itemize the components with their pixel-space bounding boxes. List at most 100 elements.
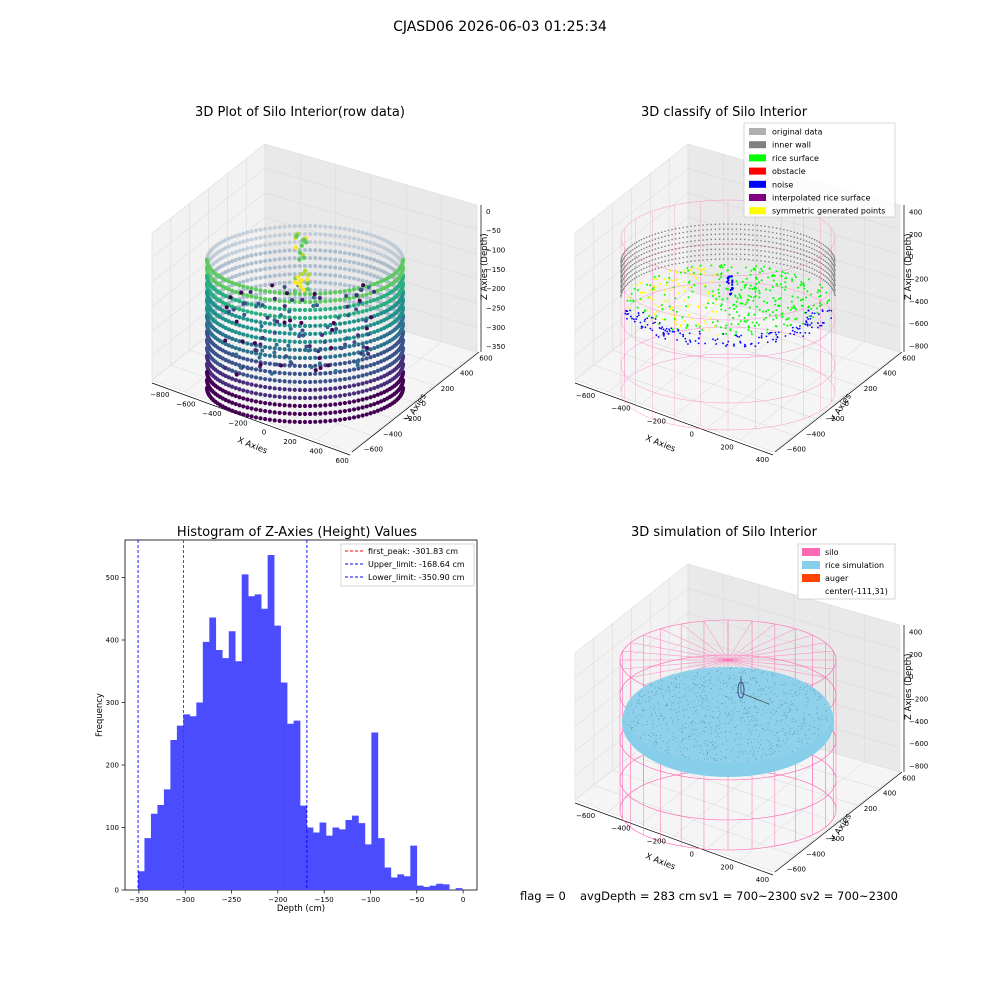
- raw-point: [302, 291, 308, 297]
- raw-point: [347, 299, 352, 304]
- wall-point: [671, 238, 673, 241]
- rice-point: [747, 739, 749, 740]
- raw-point: [237, 240, 242, 245]
- wall-point: [831, 262, 833, 264]
- surface-point: [771, 274, 774, 277]
- wall-point: [702, 244, 704, 246]
- noise-point: [667, 333, 670, 335]
- wall-point: [808, 251, 811, 254]
- legend-label: noise: [772, 180, 793, 189]
- raw-point: [282, 387, 287, 392]
- rice-point: [798, 740, 800, 742]
- surface-point: [719, 304, 722, 307]
- raw-point: [379, 260, 384, 265]
- raw-point: [282, 363, 287, 368]
- wall-point: [648, 245, 651, 248]
- rice-point: [824, 704, 826, 706]
- rice-point: [657, 718, 659, 719]
- raw-point: [204, 345, 210, 351]
- noise-point: [676, 339, 679, 341]
- rice-point: [712, 744, 714, 746]
- wall-point: [706, 228, 708, 231]
- wall-point: [622, 263, 624, 266]
- wall-point: [739, 253, 742, 256]
- raw-point: [375, 376, 380, 381]
- surface-point: [668, 305, 671, 308]
- rice-point: [676, 712, 678, 714]
- surface-point: [753, 296, 756, 299]
- surface-point: [669, 269, 672, 272]
- raw-point: [228, 295, 233, 300]
- histogram-bar: [176, 725, 184, 890]
- raw-point: [301, 287, 306, 293]
- wall-point: [775, 262, 778, 264]
- simulation-title: 3D simulation of Silo Interior: [631, 525, 818, 540]
- rice-point: [670, 708, 671, 710]
- wall-point: [664, 260, 666, 263]
- noise-point: [826, 310, 829, 313]
- wall-point: [671, 263, 673, 266]
- surface-point: [773, 274, 776, 277]
- wall-point: [702, 224, 704, 226]
- raw-point: [308, 224, 313, 229]
- rice-point: [807, 701, 809, 703]
- raw-point: [253, 295, 259, 300]
- raw-point: [241, 316, 246, 321]
- rice-point: [707, 704, 709, 706]
- rice-point: [703, 721, 705, 723]
- wall-point: [796, 242, 799, 244]
- wall-point: [706, 258, 708, 261]
- silo-line: [727, 642, 826, 661]
- raw-point: [258, 312, 263, 317]
- rice-point: [782, 714, 784, 716]
- rice-point: [695, 722, 697, 724]
- raw-point: [342, 384, 347, 390]
- histogram-bar: [293, 720, 301, 890]
- rice-point: [736, 710, 738, 712]
- wall-point: [645, 236, 648, 239]
- noise-point: [774, 331, 777, 334]
- wall-point: [771, 231, 774, 234]
- rice-point: [726, 722, 728, 724]
- histogram-bars: [137, 555, 463, 890]
- rice-point: [826, 720, 828, 721]
- wall-point: [638, 275, 640, 277]
- rice-point: [804, 686, 806, 688]
- raw-point: [309, 365, 314, 370]
- raw-point: [318, 299, 323, 304]
- raw-point: [223, 365, 228, 370]
- raw-point: [318, 280, 323, 285]
- rice-point: [650, 735, 652, 737]
- surface-point: [704, 322, 707, 325]
- raw-point: [333, 410, 338, 415]
- rice-point: [706, 753, 708, 755]
- rice-point: [743, 707, 745, 709]
- z-tick-label: −400: [909, 718, 928, 726]
- raw-point: [318, 411, 323, 416]
- surface-point: [663, 318, 666, 321]
- rice-point: [825, 709, 827, 711]
- rice-point: [638, 723, 639, 725]
- raw-point: [272, 265, 277, 270]
- raw-point: [292, 395, 297, 400]
- wall-point: [793, 256, 796, 258]
- raw-point: [351, 343, 357, 348]
- wall-point: [671, 228, 673, 231]
- x-tick-label: −600: [576, 392, 595, 400]
- rice-point: [656, 741, 657, 743]
- wall-point: [820, 242, 823, 245]
- raw-point: [254, 304, 259, 309]
- simulation-zlabel: Z Axies (Depth): [904, 653, 914, 720]
- rice-point: [635, 705, 637, 707]
- rice-point: [696, 676, 698, 678]
- histogram-bar: [274, 625, 281, 890]
- wall-point: [771, 246, 774, 249]
- rice-point: [658, 715, 660, 717]
- rice-point: [708, 709, 710, 711]
- surface-point: [688, 314, 691, 317]
- raw-point: [363, 318, 368, 323]
- raw-point: [351, 287, 357, 292]
- raw-point: [253, 415, 259, 420]
- rice-point: [719, 722, 721, 724]
- rice-point: [749, 750, 751, 752]
